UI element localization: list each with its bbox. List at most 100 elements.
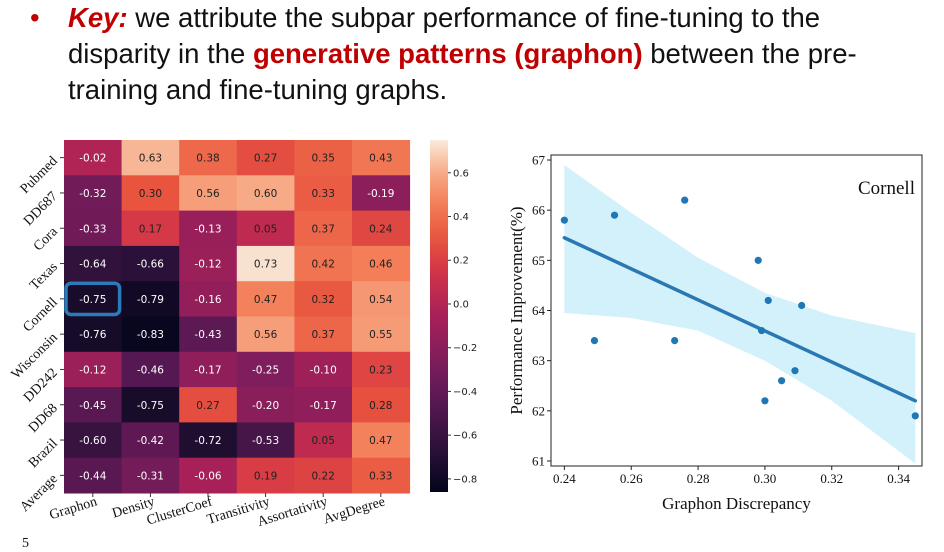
heatmap-cell [64,422,123,459]
heatmap-cell-label: -0.66 [137,259,164,271]
heatmap-cell-label: 0.42 [312,259,335,271]
heatmap-cell [121,210,180,247]
heatmap-column-label: Graphon [48,494,99,523]
heatmap-cell-label: 0.47 [254,294,277,306]
regression-line [562,236,918,403]
heatmap-cell-label: 0.23 [369,364,392,376]
heatmap-cell-label: 0.54 [369,294,393,306]
heatmap-cell [121,316,180,353]
y-tick-label: 63 [532,353,545,368]
heatmap-cell-label: -0.06 [194,470,221,482]
heatmap-cell-label: 0.27 [196,400,219,412]
heatmap-row-label: Cora [31,224,61,254]
scatter-point [791,367,799,375]
heatmap-cell-label: 0.28 [369,400,392,412]
heatmap-cell-label: -0.72 [194,435,221,447]
y-tick-label: 64 [532,303,546,318]
heatmap-cell [236,351,295,388]
key-label: Key: [68,2,128,33]
heatmap-row-label: DD68 [26,401,61,436]
heatmap-cell [121,351,180,388]
heatmap-cell-label: 0.27 [254,153,277,165]
colorbar-tick-label: 0.0 [453,299,469,310]
heatmap-cell-label: 0.37 [312,329,335,341]
heatmap-cell [179,351,238,388]
heatmap-cell-label: -0.12 [79,364,106,376]
heatmap-cell-label: -0.79 [137,294,164,306]
heatmap-cell-label: -0.33 [79,223,106,235]
heatmap-cell-label: 0.32 [312,294,335,306]
text-after: between the pre-training and fine-tuning… [68,38,857,105]
heatmap-row-label: Brazil [26,436,61,471]
heatmap-cell-label: 0.37 [312,223,335,235]
colorbar-tick-label: −0.2 [453,343,477,354]
heatmap-cell-label: 0.63 [139,153,162,165]
scatter-point [798,301,806,310]
heatmap-cell [179,316,238,353]
heatmap-row-label: Pubmed [18,154,61,197]
heatmap-cell [121,175,180,212]
heatmap-cell [121,245,180,282]
bullet-text: Key: we attribute the subpar performance… [68,0,928,108]
heatmap-cell-label: -0.75 [79,294,106,306]
heatmap-cell [352,351,411,388]
x-axis-label: Graphon Discrepancy [662,494,811,513]
heatmap-cell-label: -0.53 [252,435,279,447]
heatmap-cell-label: -0.46 [137,364,164,376]
heatmap-cell [294,422,353,459]
scatter-point [778,377,786,385]
heatmap-cell-label: -0.12 [194,259,221,271]
chart-title: Cornell [858,178,915,199]
scatter-point [757,326,766,335]
heatmap-cell-label: 0.47 [369,435,392,447]
heatmap-cell-label: -0.02 [79,153,106,165]
heatmap-cell [236,387,295,423]
heatmap-cell [294,140,353,176]
heatmap-cell [352,245,411,282]
y-tick-label: 67 [532,153,546,168]
x-tick-label: 0.24 [553,471,576,486]
heatmap-cell [294,210,353,247]
heatmap-cell [179,457,238,494]
colorbar-tick-label: 0.4 [453,212,469,223]
colorbar-tick-label: 0.2 [453,256,469,267]
heatmap-cell [294,457,353,494]
heatmap-cell [64,316,123,353]
heatmap-cell-label: -0.25 [252,364,279,376]
heatmap-cell [236,316,295,353]
scatter-point [681,196,689,204]
heatmap-cell [64,140,123,176]
heatmap-cell-label: 0.30 [139,188,162,200]
heatmap-cell-label: 0.73 [254,259,277,271]
heatmap-cell [64,457,123,494]
heatmap-cell-label: -0.31 [137,470,164,482]
scatter-point [590,336,599,345]
heatmap-cell [121,281,180,317]
heatmap-cell [352,175,411,212]
scatter-point [764,296,772,305]
heatmap-cell [121,457,180,494]
heatmap-row-label: Texas [27,260,61,294]
heatmap-cell [179,422,238,459]
heatmap-cell-label: -0.20 [252,400,279,412]
heatmap-cell-label: 0.05 [312,435,335,447]
heatmap-cell-label: -0.83 [137,329,164,341]
heatmap-cell [294,245,353,282]
heatmap-cell-label: 0.56 [196,188,220,200]
heatmap-cell-label: 0.35 [312,153,335,165]
colorbar-tick-label: 0.6 [453,168,469,179]
heatmap-cell-label: -0.17 [310,400,337,412]
heatmap-cell [179,175,238,212]
confidence-band [564,165,916,464]
heatmap-cell-label: -0.60 [79,435,106,447]
heatmap-cell [236,210,295,247]
heatmap-cell [236,457,295,494]
scatter-point [671,336,679,345]
heatmap-column-label: ClusterCoef [145,494,214,528]
heatmap-cell [294,387,353,423]
heatmap-cell-label: 0.17 [139,223,162,235]
heatmap-cell-label: 0.60 [254,188,277,200]
heatmap-cell [179,140,238,176]
heatmap-cell [294,281,353,317]
